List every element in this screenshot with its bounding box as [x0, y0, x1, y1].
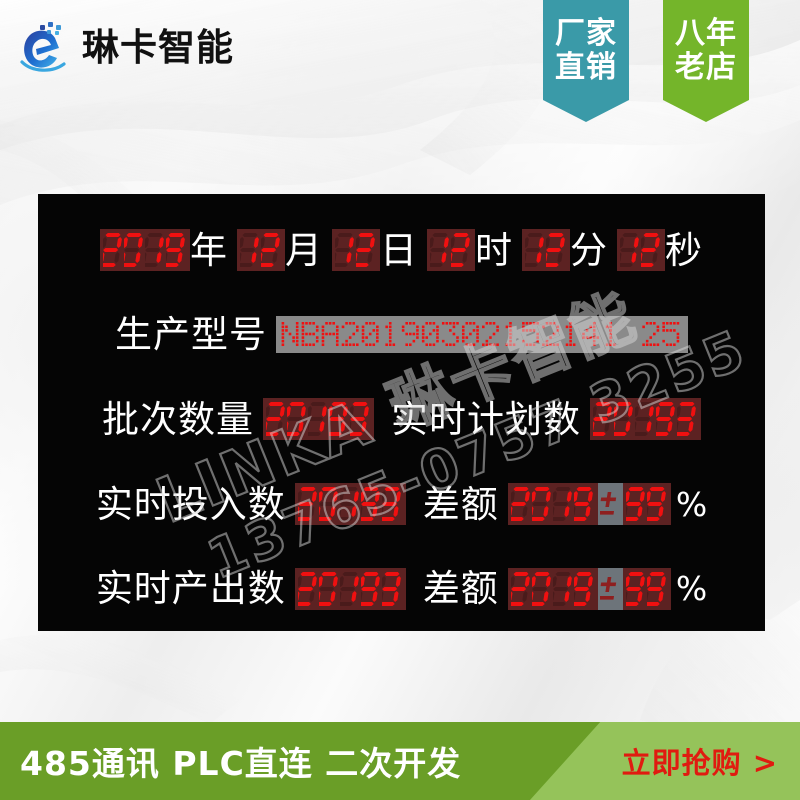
led-input-percent-unit: %	[675, 484, 708, 524]
seven-segment-digit	[350, 401, 371, 437]
seven-segment-digit	[318, 486, 340, 522]
led-row-model: 生产型号	[38, 293, 765, 378]
seven-segment-digit	[339, 486, 361, 522]
led-year-value	[100, 229, 190, 272]
led-input-diff-percent	[622, 483, 671, 526]
led-input-label: 实时投入数	[95, 482, 286, 526]
led-input-diff-label: 差额	[422, 482, 499, 526]
seven-segment-digit	[510, 571, 532, 607]
led-model-label: 生产型号	[115, 313, 267, 357]
seven-segment-digit	[166, 232, 187, 268]
seven-segment-digit	[451, 232, 472, 268]
seven-segment-digit	[573, 571, 595, 607]
seven-segment-digit	[531, 486, 553, 522]
seven-segment-digit	[625, 571, 647, 607]
seven-segment-digit	[635, 401, 656, 437]
seven-segment-digit	[531, 571, 553, 607]
led-plan-value	[590, 398, 701, 441]
seven-segment-digit	[510, 486, 532, 522]
seven-segment-digit	[124, 232, 145, 268]
seven-segment-digit	[360, 571, 382, 607]
seven-segment-digit	[103, 232, 124, 268]
brand-name: 琳卡智能	[82, 25, 234, 69]
led-model-value	[276, 316, 688, 354]
seven-segment-digit	[546, 232, 567, 268]
led-plan-label: 实时计划数	[391, 397, 581, 441]
led-minute-value	[522, 229, 570, 272]
buy-now-button[interactable]: 立即抢购 >	[621, 746, 778, 780]
seven-segment-digit	[339, 571, 361, 607]
led-second-unit: 秒	[665, 228, 703, 272]
led-output-percent-unit: %	[675, 569, 708, 609]
led-row-datetime: 年 月	[38, 208, 765, 293]
led-month-unit: 月	[285, 228, 323, 272]
led-output-value	[294, 567, 406, 610]
led-hour-unit: 时	[475, 228, 513, 272]
seven-segment-digit	[646, 486, 668, 522]
seven-segment-digit	[381, 486, 403, 522]
seven-segment-digit	[308, 401, 329, 437]
ribbon-a-line1: 厂家	[555, 16, 617, 51]
led-batch-label: 批次数量	[102, 397, 254, 441]
seven-segment-digit	[614, 401, 635, 437]
seven-segment-digit	[677, 401, 698, 437]
led-batch-value	[263, 398, 374, 441]
led-input-value	[294, 483, 406, 526]
led-output-diff-value	[507, 567, 598, 610]
led-minute-unit: 分	[570, 228, 608, 272]
seven-segment-digit	[318, 571, 340, 607]
ribbon-a-line2: 直销	[555, 49, 617, 85]
seven-segment-digit	[266, 401, 287, 437]
seven-segment-digit	[656, 401, 677, 437]
led-output-diff-sign	[597, 567, 623, 610]
seven-segment-digit	[525, 232, 546, 268]
seven-segment-digit	[620, 232, 641, 268]
seven-segment-digit	[430, 232, 451, 268]
led-input-diff-sign	[597, 483, 623, 526]
led-output-label: 实时产出数	[95, 567, 286, 611]
led-second-value	[617, 229, 665, 272]
led-day-value	[332, 229, 380, 272]
ribbon-b-line2: 老店	[675, 49, 737, 85]
seven-segment-digit	[287, 401, 308, 437]
seven-segment-digit	[641, 232, 662, 268]
seven-segment-digit	[297, 486, 319, 522]
ribbon-eight-years: 八年 老店	[663, 0, 749, 122]
seven-segment-digit	[335, 232, 356, 268]
seven-segment-digit	[356, 232, 377, 268]
ribbon-manufacturer-direct: 厂家 直销	[543, 0, 629, 122]
seven-segment-digit	[329, 401, 350, 437]
led-row-input: 实时投入数	[38, 462, 765, 547]
bottom-feature-bar: 485通讯 PLC直连 二次开发 立即抢购 >	[0, 722, 800, 800]
led-hour-value	[427, 229, 475, 272]
seven-segment-digit	[297, 571, 319, 607]
led-row-batch: 批次数量	[38, 377, 765, 462]
seven-segment-digit	[381, 571, 403, 607]
linka-e-logo-icon	[14, 16, 76, 78]
seven-segment-digit	[552, 486, 574, 522]
seven-segment-digit	[646, 571, 668, 607]
led-output-diff-label: 差额	[422, 567, 499, 611]
led-display-panel: 年 月	[38, 194, 765, 631]
led-row-output: 实时产出数	[38, 546, 765, 631]
seven-segment-digit	[573, 486, 595, 522]
led-input-diff-value	[507, 483, 598, 526]
led-year-unit: 年	[190, 228, 228, 272]
seven-segment-digit	[240, 232, 261, 268]
seven-segment-digit	[625, 486, 647, 522]
led-day-unit: 日	[380, 228, 418, 272]
seven-segment-digit	[360, 486, 382, 522]
led-month-value	[237, 229, 285, 272]
seven-segment-digit	[593, 401, 614, 437]
seven-segment-digit	[552, 571, 574, 607]
led-output-diff-percent	[622, 567, 671, 610]
seven-segment-digit	[145, 232, 166, 268]
bottom-features-text: 485通讯 PLC直连 二次开发	[20, 744, 462, 783]
brand-logo: 琳卡智能	[14, 16, 234, 78]
ribbon-b-line1: 八年	[675, 16, 737, 51]
seven-segment-digit	[261, 232, 282, 268]
